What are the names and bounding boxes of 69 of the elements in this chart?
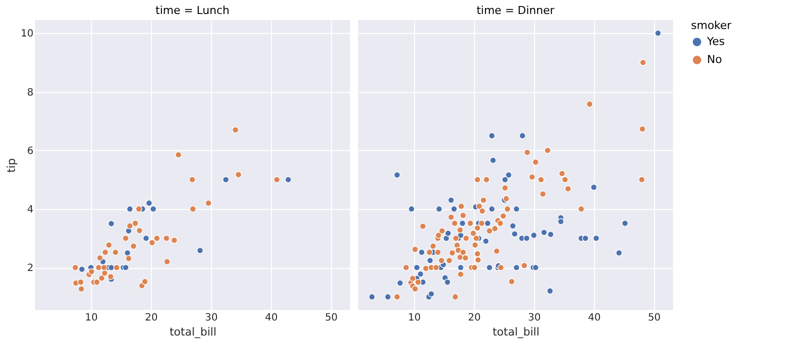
x-tick-label: 10 xyxy=(408,312,421,324)
point xyxy=(126,222,134,230)
x-tick-label: 10 xyxy=(85,312,98,324)
point xyxy=(94,278,100,286)
x-tick-label: 20 xyxy=(145,312,158,324)
point xyxy=(107,273,114,280)
y-tick-label: 8 xyxy=(27,87,34,98)
y-tick-label: 2 xyxy=(27,263,34,274)
point xyxy=(106,242,112,248)
point xyxy=(102,248,109,256)
x-tick-label: 30 xyxy=(204,312,218,324)
x-tick-label: 20 xyxy=(468,312,481,324)
point xyxy=(130,242,137,250)
point xyxy=(122,264,130,271)
x-tick-label: 50 xyxy=(648,312,661,324)
point xyxy=(77,278,84,286)
point xyxy=(150,206,157,212)
point xyxy=(170,236,178,244)
y-tick-label: 4 xyxy=(27,204,34,216)
point xyxy=(148,239,156,246)
point xyxy=(175,151,182,158)
point xyxy=(108,220,115,227)
point xyxy=(78,286,85,292)
point xyxy=(235,171,242,178)
point xyxy=(132,220,139,227)
point xyxy=(136,206,142,212)
point xyxy=(196,247,204,254)
x-axis-title: total_bill xyxy=(492,326,540,338)
point xyxy=(112,248,119,256)
chart-title: time = Lunch xyxy=(156,4,230,17)
point xyxy=(113,264,120,271)
point xyxy=(188,176,196,183)
point xyxy=(122,234,130,242)
y-axis-title: tip xyxy=(4,158,18,173)
point xyxy=(126,206,134,212)
legend-title: smoker xyxy=(691,19,732,32)
point xyxy=(154,234,160,242)
point xyxy=(124,250,131,256)
point xyxy=(142,278,148,285)
point xyxy=(190,206,196,212)
point xyxy=(96,254,104,262)
point xyxy=(136,227,143,234)
legend-label: No xyxy=(707,53,722,66)
point xyxy=(284,176,292,183)
y-tick-label: 10 xyxy=(20,28,34,40)
point xyxy=(146,200,152,206)
point xyxy=(125,255,132,262)
point xyxy=(163,234,170,242)
chart-title: time = Dinner xyxy=(476,4,555,17)
point xyxy=(142,234,150,242)
point xyxy=(72,264,79,271)
legend-label: Yes xyxy=(706,35,726,48)
x-tick-label: 40 xyxy=(588,312,601,324)
x-tick-label: 50 xyxy=(324,312,338,324)
x-axis-title: total_bill xyxy=(170,326,216,338)
point xyxy=(101,270,108,276)
point xyxy=(232,126,239,134)
point xyxy=(100,264,108,271)
point xyxy=(88,268,95,275)
point xyxy=(78,266,86,273)
point xyxy=(222,176,230,183)
y-tick-label: 6 xyxy=(27,146,34,157)
point xyxy=(164,258,170,266)
x-tick-label: 30 xyxy=(528,312,541,324)
x-tick-label: 40 xyxy=(264,312,278,324)
point xyxy=(98,274,106,282)
point xyxy=(95,264,102,271)
point xyxy=(205,200,212,206)
point xyxy=(273,176,280,183)
